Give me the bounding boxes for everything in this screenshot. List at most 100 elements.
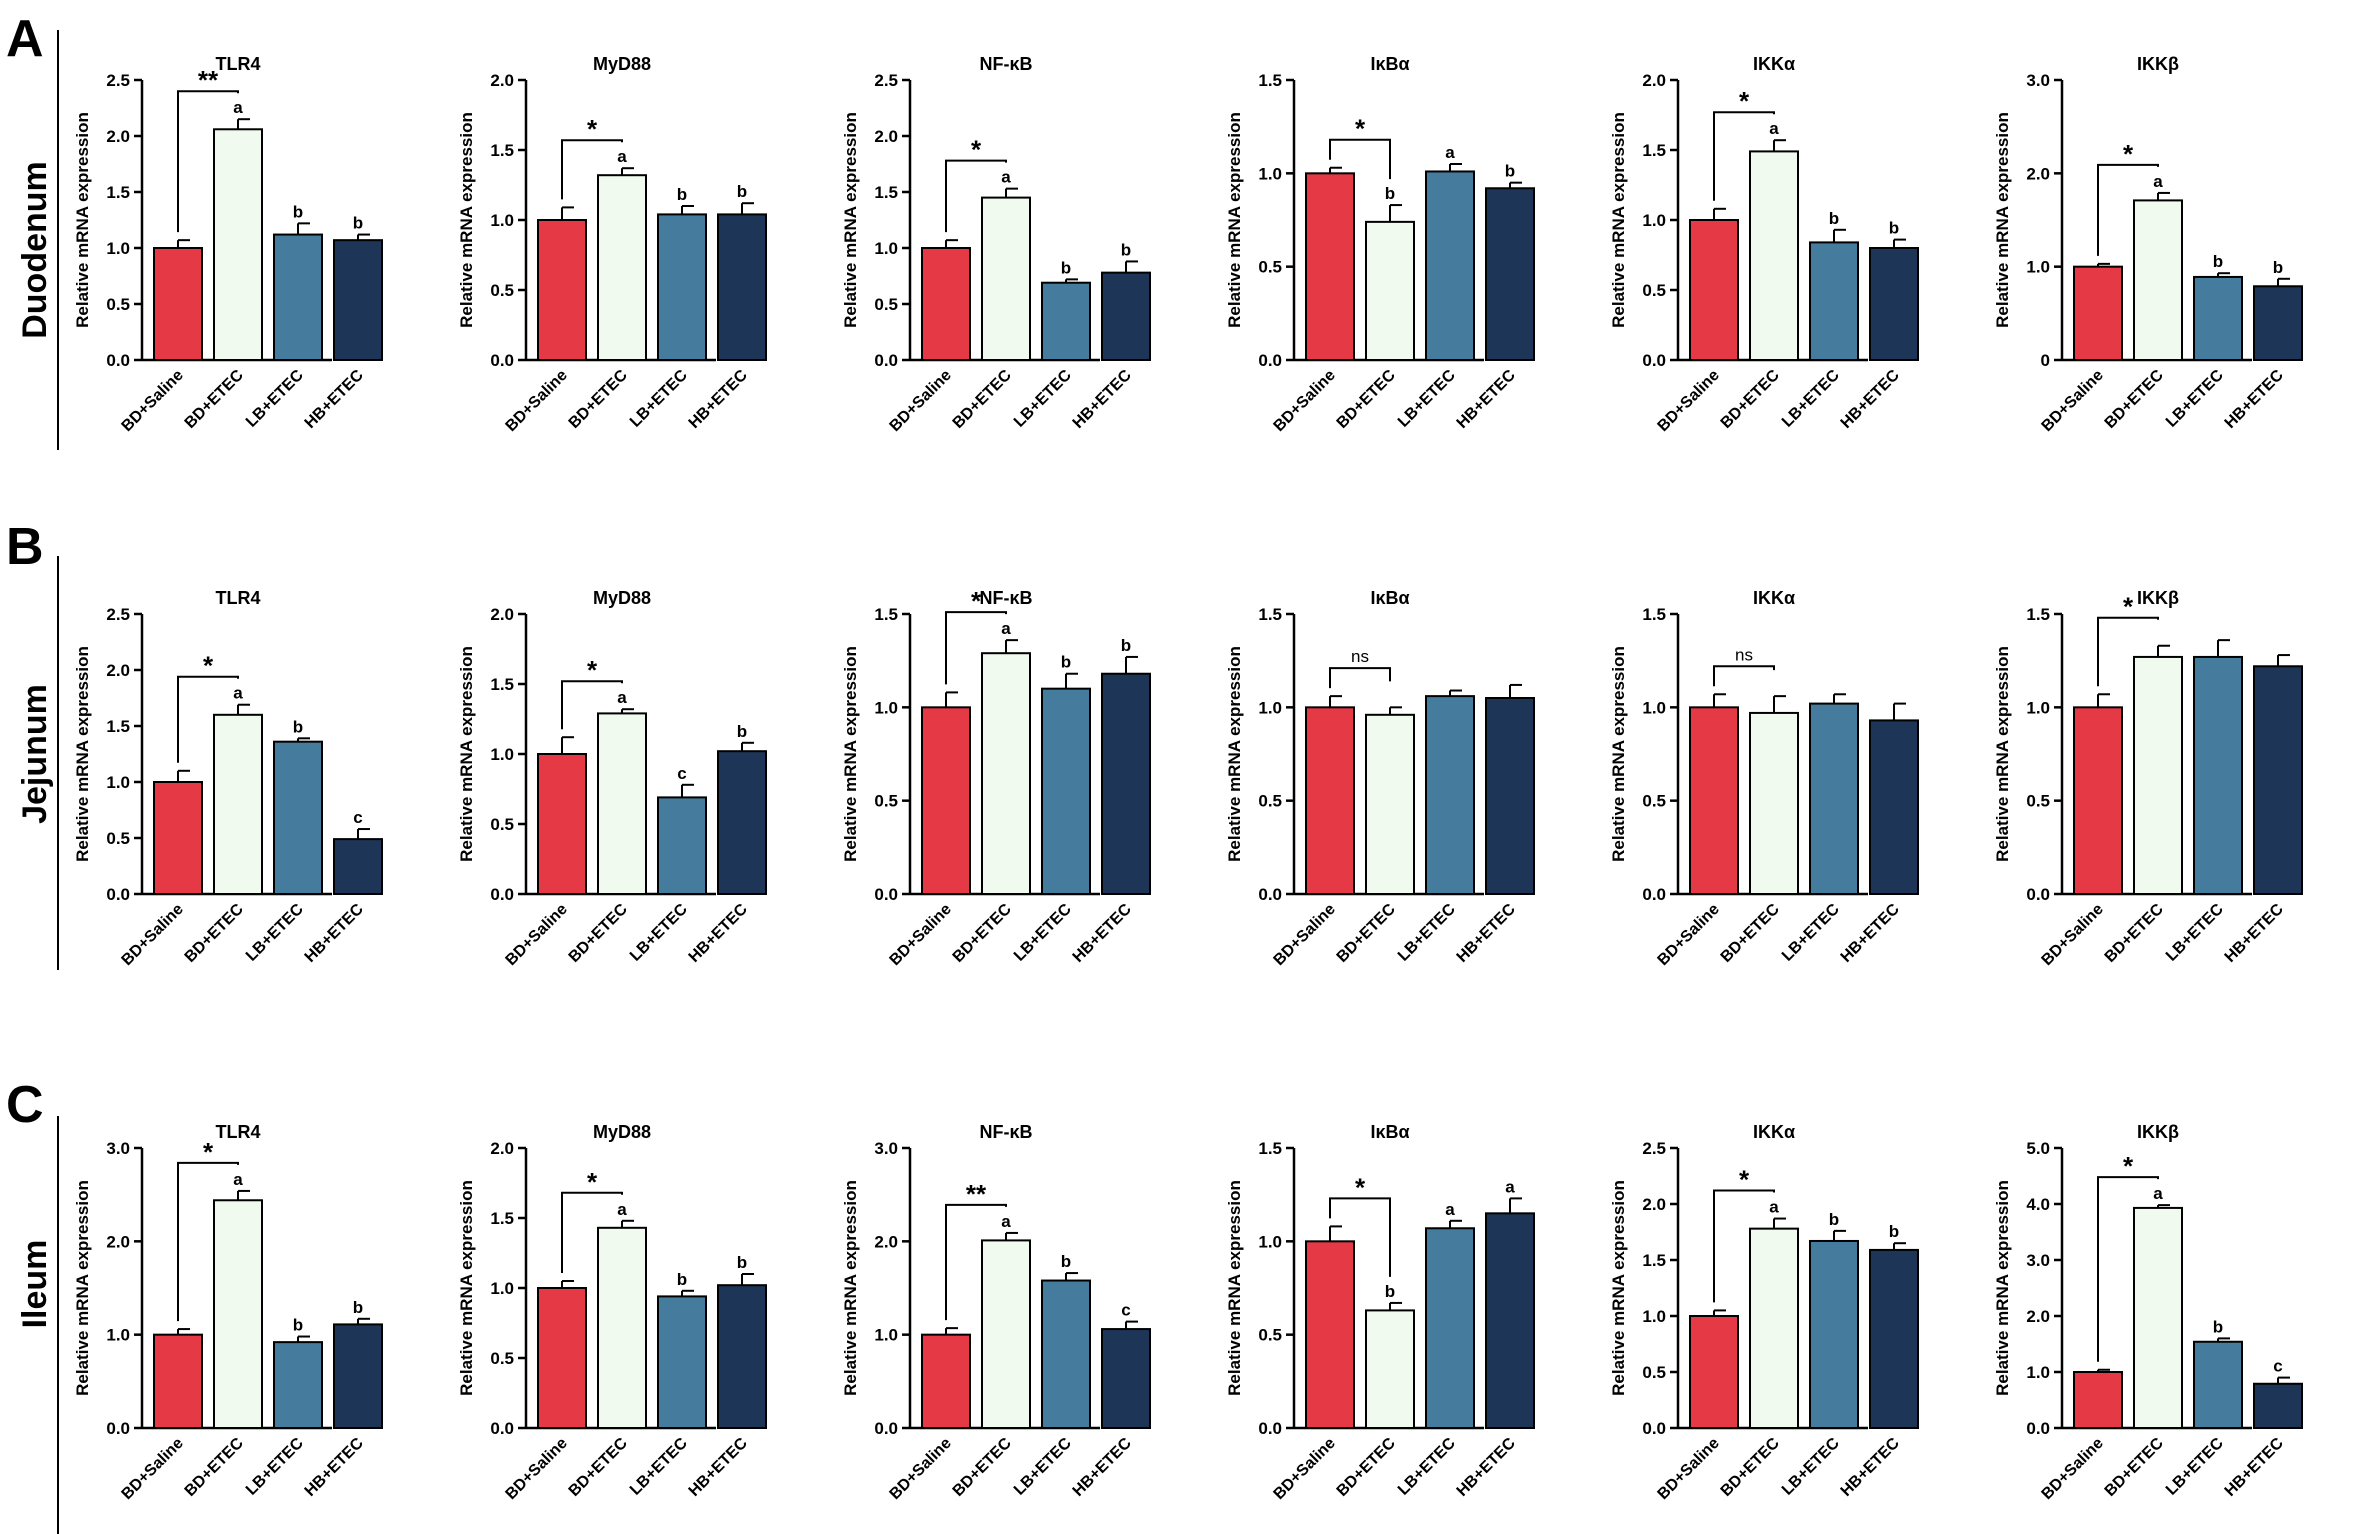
significance-bracket bbox=[1329, 138, 1391, 180]
x-tick-label: HB+ETEC bbox=[2222, 366, 2287, 431]
significance-bracket bbox=[1713, 1189, 1775, 1303]
chart-title: NF-κB bbox=[979, 54, 1032, 74]
chart-a-1: 0.0 0.5 1.0 1.5 2.0 2.5 Relative mRNA expressi… bbox=[73, 54, 383, 435]
chart-c-5: 0.0 0.5 1.0 1.5 2.0 2.5 Relative mRNA expressi… bbox=[1609, 1122, 1919, 1503]
x-tick-label: BD+ETEC bbox=[182, 900, 247, 965]
significance-letter: b bbox=[1385, 184, 1395, 203]
bar-lb-etec bbox=[2193, 655, 2243, 896]
significance-marker: ns bbox=[1351, 647, 1369, 666]
x-tick-label: HB+ETEC bbox=[1838, 366, 1903, 431]
chart-b-3: 0.0 0.5 1.0 1.5 Relative mRNA expression NF-κ… bbox=[841, 586, 1151, 969]
x-tick-label: LB+ETEC bbox=[1779, 1434, 1843, 1498]
bar-hb-etec bbox=[1101, 271, 1151, 362]
x-tick-label: HB+ETEC bbox=[1454, 366, 1519, 431]
y-axis-label: Relative mRNA expression bbox=[841, 1180, 860, 1396]
significance-marker: * bbox=[971, 586, 982, 616]
significance-marker: ns bbox=[1735, 645, 1753, 664]
x-tick-label: BD+ETEC bbox=[1718, 900, 1783, 965]
x-tick-label: BD+Saline bbox=[1655, 1435, 1723, 1503]
x-tick-label: BD+ETEC bbox=[1718, 1434, 1783, 1499]
chart-b-1: 0.0 0.5 1.0 1.5 2.0 2.5 Relative mRNA expressi… bbox=[73, 588, 383, 969]
y-axis-label: Relative mRNA expression bbox=[1609, 646, 1628, 862]
significance-letter: a bbox=[617, 147, 627, 166]
x-tick-label: BD+Saline bbox=[887, 1435, 955, 1503]
y-tick-label: 0.0 bbox=[1642, 885, 1666, 904]
y-axis-label: Relative mRNA expression bbox=[1993, 646, 2012, 862]
bar-hb-etec bbox=[1869, 719, 1919, 896]
x-tick-label: HB+ETEC bbox=[302, 900, 367, 965]
y-tick-label: 2.0 bbox=[874, 1232, 898, 1251]
x-tick-label: BD+ETEC bbox=[182, 366, 247, 431]
chart-title: IKKα bbox=[1753, 588, 1795, 608]
y-tick-label: 1.0 bbox=[2026, 1363, 2050, 1382]
y-axis-label: Relative mRNA expression bbox=[73, 1180, 92, 1396]
y-tick-label: 2.0 bbox=[106, 661, 130, 680]
bar-lb-etec bbox=[1041, 1279, 1091, 1429]
bar-hb-etec bbox=[1869, 1248, 1919, 1430]
bar-bd-saline bbox=[1689, 706, 1739, 895]
y-tick-label: 2.0 bbox=[490, 1139, 514, 1158]
x-tick-label: LB+ETEC bbox=[1011, 366, 1075, 430]
significance-letter: a bbox=[1001, 168, 1011, 187]
y-tick-label: 0.0 bbox=[1258, 1419, 1282, 1438]
x-tick-label: BD+ETEC bbox=[2102, 366, 2167, 431]
y-tick-label: 1.0 bbox=[1642, 211, 1666, 230]
x-tick-label: HB+ETEC bbox=[686, 366, 751, 431]
significance-letter: b bbox=[2213, 1317, 2223, 1336]
chart-title: TLR4 bbox=[216, 588, 261, 608]
y-tick-label: 0.5 bbox=[2026, 792, 2050, 811]
bar-bd-saline bbox=[2073, 1371, 2123, 1429]
y-tick-label: 0.0 bbox=[106, 1419, 130, 1438]
significance-letter: b bbox=[1061, 653, 1071, 672]
y-tick-label: 1.5 bbox=[490, 1209, 514, 1228]
bar-bd-saline bbox=[2073, 706, 2123, 895]
significance-letter: a bbox=[233, 684, 243, 703]
chart-title: NF-κB bbox=[979, 588, 1032, 608]
bar-bd-etec bbox=[981, 196, 1031, 361]
significance-letter: a bbox=[1505, 1177, 1515, 1196]
significance-letter: a bbox=[233, 98, 243, 117]
significance-letter: b bbox=[677, 185, 687, 204]
significance-letter: a bbox=[1769, 1198, 1779, 1217]
chart-a-3: 0.0 0.5 1.0 1.5 2.0 2.5 Relative mRNA expressi… bbox=[841, 54, 1151, 435]
significance-marker: * bbox=[2123, 139, 2134, 169]
significance-letter: b bbox=[1121, 636, 1131, 655]
panel-label: A bbox=[6, 10, 44, 68]
bar-lb-etec bbox=[1041, 687, 1091, 896]
x-tick-label: HB+ETEC bbox=[302, 366, 367, 431]
significance-marker: * bbox=[587, 655, 598, 685]
y-tick-label: 1.0 bbox=[106, 239, 130, 258]
bar-bd-saline bbox=[153, 247, 203, 361]
significance-bracket bbox=[561, 680, 623, 730]
y-tick-label: 2.5 bbox=[106, 71, 130, 90]
significance-letter: b bbox=[353, 1298, 363, 1317]
bar-bd-saline bbox=[537, 753, 587, 895]
chart-title: TLR4 bbox=[216, 54, 261, 74]
x-tick-label: LB+ETEC bbox=[243, 366, 307, 430]
x-tick-label: BD+Saline bbox=[2039, 367, 2107, 435]
significance-marker: ** bbox=[198, 65, 219, 95]
significance-marker: * bbox=[2123, 1151, 2134, 1181]
y-tick-label: 0.0 bbox=[1258, 351, 1282, 370]
significance-letter: c bbox=[1121, 1301, 1130, 1320]
bar-bd-saline bbox=[153, 781, 203, 895]
y-tick-label: 3.0 bbox=[2026, 71, 2050, 90]
y-tick-label: 1.0 bbox=[874, 698, 898, 717]
bar-lb-etec bbox=[1809, 702, 1859, 895]
x-tick-label: HB+ETEC bbox=[1454, 900, 1519, 965]
y-axis-label: Relative mRNA expression bbox=[841, 112, 860, 328]
bar-lb-etec bbox=[1425, 1227, 1475, 1430]
bar-bd-saline bbox=[153, 1333, 203, 1429]
significance-letter: b bbox=[1061, 258, 1071, 277]
x-tick-label: LB+ETEC bbox=[1011, 1434, 1075, 1498]
y-tick-label: 0.0 bbox=[2026, 1419, 2050, 1438]
significance-letter: b bbox=[737, 1253, 747, 1272]
significance-letter: b bbox=[293, 202, 303, 221]
y-tick-label: 1.5 bbox=[490, 675, 514, 694]
bar-bd-etec bbox=[1365, 713, 1415, 895]
y-tick-label: 3.0 bbox=[2026, 1251, 2050, 1270]
x-tick-label: BD+ETEC bbox=[182, 1434, 247, 1499]
y-tick-label: 2.0 bbox=[2026, 164, 2050, 183]
tissue-label: Ileum bbox=[16, 1240, 54, 1329]
y-tick-label: 1.0 bbox=[490, 211, 514, 230]
